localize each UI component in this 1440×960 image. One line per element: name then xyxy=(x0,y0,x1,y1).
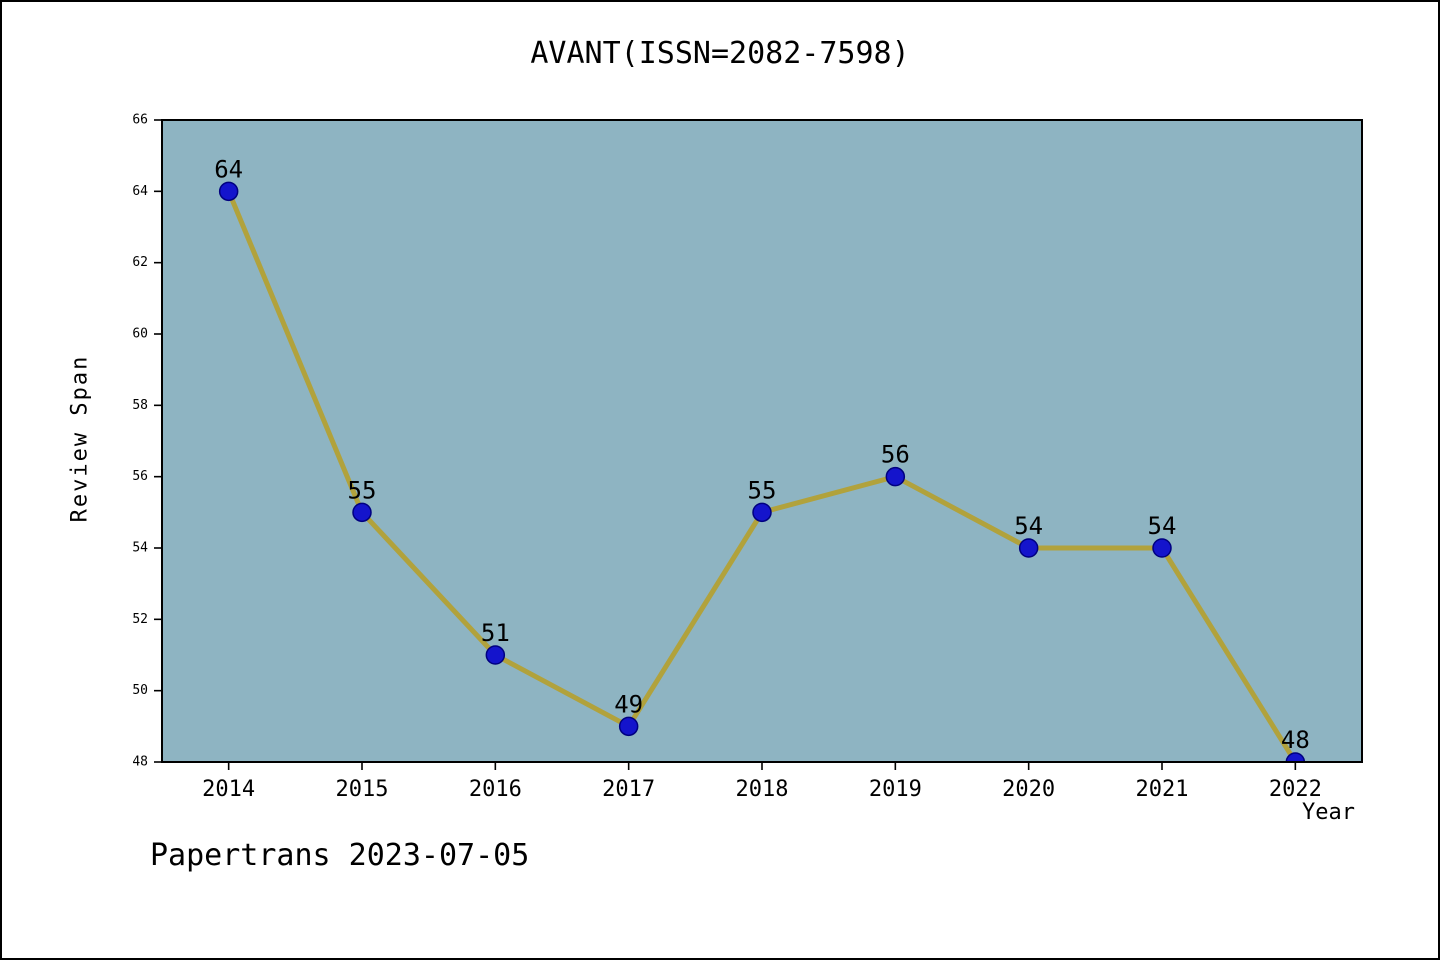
data-point-label: 48 xyxy=(1281,726,1310,754)
y-axis-label: Review Span xyxy=(67,354,93,523)
y-tick-label: 52 xyxy=(132,612,148,627)
x-tick-label: 2017 xyxy=(602,777,655,802)
data-point-marker xyxy=(352,502,372,523)
data-point-label: 54 xyxy=(1148,512,1177,540)
x-tick-label: 2016 xyxy=(469,777,522,802)
y-tick-label: 58 xyxy=(132,398,148,413)
y-tick-label: 50 xyxy=(132,683,148,698)
data-point-label: 49 xyxy=(614,690,643,718)
y-tick-label: 60 xyxy=(132,327,148,342)
chart-title: AVANT(ISSN=2082-7598) xyxy=(530,36,910,71)
y-tick-label: 62 xyxy=(132,255,148,270)
data-point-label: 54 xyxy=(1014,512,1043,540)
x-tick-label: 2022 xyxy=(1269,777,1322,802)
x-axis-label: Year xyxy=(1302,800,1355,825)
y-tick-label: 54 xyxy=(132,541,148,556)
data-point-marker xyxy=(885,466,906,487)
data-point-marker xyxy=(485,645,506,665)
x-tick-label: 2018 xyxy=(736,777,789,802)
y-tick-label: 66 xyxy=(132,113,148,128)
data-point-label: 51 xyxy=(481,619,510,647)
data-point-marker xyxy=(618,716,639,737)
x-tick-label: 2021 xyxy=(1136,777,1189,802)
y-tick-label: 64 xyxy=(132,184,148,199)
x-tick-label: 2020 xyxy=(1002,777,1055,802)
x-tick-label: 2015 xyxy=(336,777,389,802)
x-tick-label: 2014 xyxy=(202,777,255,802)
footer-watermark: Papertrans 2023-07-05 xyxy=(150,838,530,873)
y-tick-label: 56 xyxy=(132,469,148,484)
data-point-marker xyxy=(1018,538,1039,558)
data-series-group xyxy=(218,181,1306,762)
y-tick-label: 48 xyxy=(132,755,148,770)
data-point-marker xyxy=(1152,538,1172,558)
plot-background xyxy=(162,120,1362,762)
data-point-label: 56 xyxy=(881,441,910,469)
data-point-label: 64 xyxy=(214,155,243,183)
data-point-label: 55 xyxy=(748,476,777,504)
line-chart-plot-area: 48 50 52 54 56 58 60 62 64 66 2014 2015 2016 2017 2018… xyxy=(132,113,1363,802)
data-point-marker xyxy=(752,502,772,523)
data-point-marker xyxy=(218,181,239,202)
data-point-marker xyxy=(1285,752,1306,762)
x-tick-label: 2019 xyxy=(869,777,922,802)
data-point-label: 55 xyxy=(348,476,377,504)
